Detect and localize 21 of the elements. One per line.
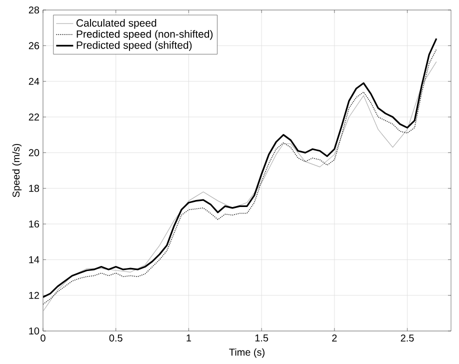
legend-label: Predicted speed (non-shifted)	[76, 30, 213, 40]
x-tick-label: 1	[186, 334, 192, 342]
x-tick-label: 2	[332, 334, 337, 342]
y-tick-label: 16	[29, 220, 40, 228]
y-tick-label: 18	[29, 184, 40, 192]
legend-label: Predicted speed (shifted)	[76, 41, 192, 51]
x-tick-label: 1.5	[255, 334, 268, 342]
x-axis-title: Time (s)	[229, 348, 264, 358]
y-axis-title: Speed (m/s)	[12, 144, 22, 198]
y-tick-label: 28	[28, 6, 40, 14]
y-tick-label: 24	[28, 78, 40, 85]
y-tick-label: 12	[29, 292, 39, 299]
y-tick-label: 14	[29, 256, 40, 264]
x-tick-label: 2.5	[400, 334, 414, 342]
y-tick-label: 22	[28, 114, 39, 120]
y-tick-label: 10	[29, 327, 40, 335]
y-tick-label: 20	[28, 149, 40, 156]
y-tick-label: 26	[28, 42, 40, 50]
legend-label: Calculated speed	[76, 19, 156, 29]
x-tick-label: 0.5	[109, 334, 122, 342]
x-tick-label: 0	[40, 334, 46, 342]
